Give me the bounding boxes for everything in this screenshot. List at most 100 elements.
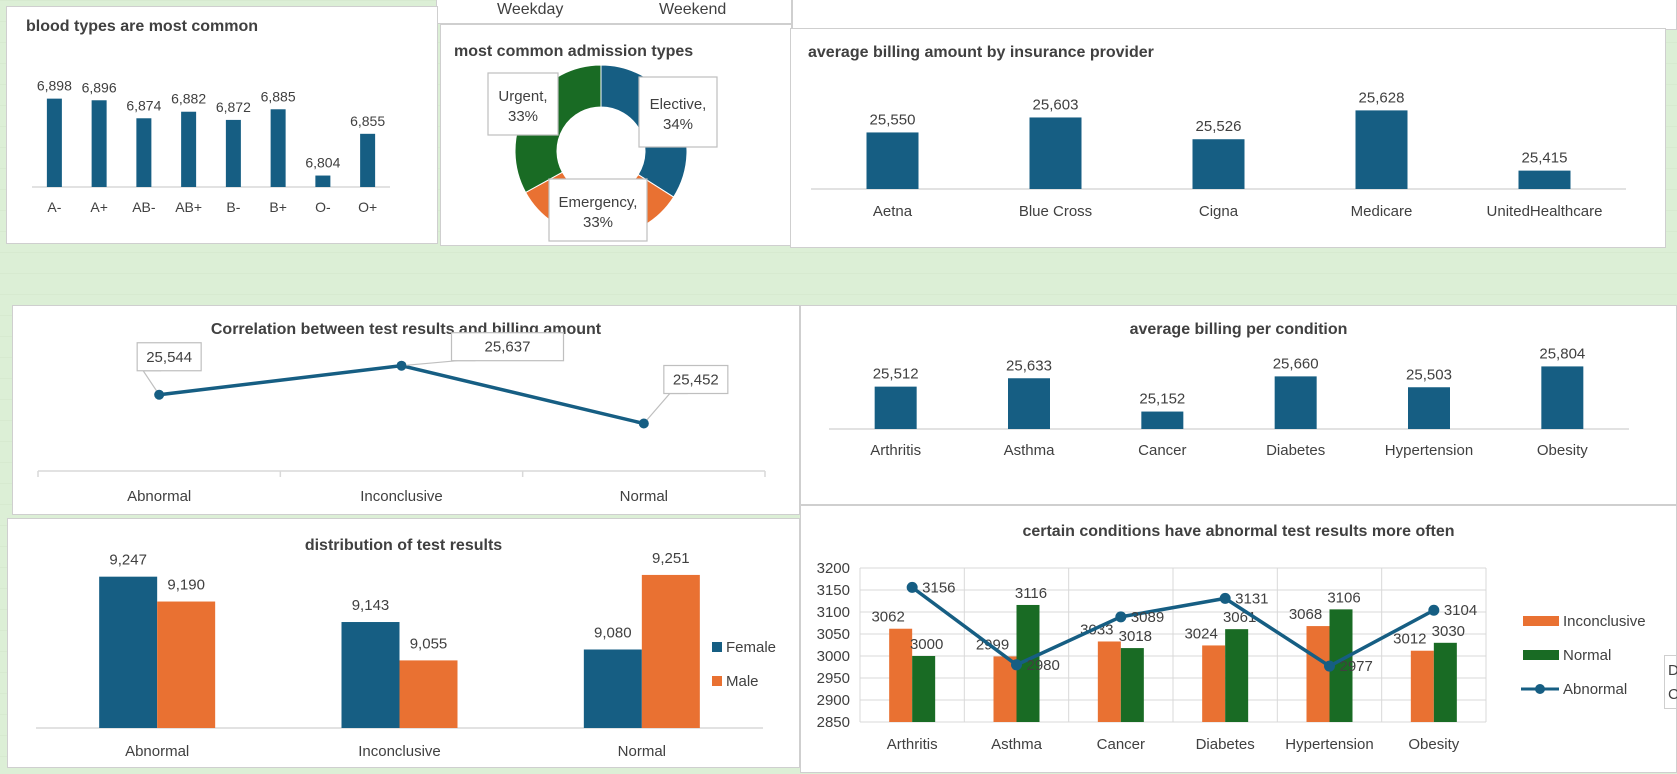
blood-data-label-a: 6,896	[82, 79, 117, 95]
abnormal-y-tick-3050: 3050	[817, 626, 850, 643]
abnormal-bar-inconclusive-diabetes	[1202, 645, 1226, 722]
abnormal-series-line	[911, 585, 1435, 669]
blood-bar-b	[270, 109, 286, 187]
correlation-point-inconclusive	[396, 360, 407, 371]
insurance-data-label-cigna: 25,526	[1196, 118, 1242, 135]
abnormal-legend-label-abnormal: Abnormal	[1563, 681, 1627, 698]
abnormal-point-obesity	[1428, 604, 1440, 616]
admission-callout-elective	[638, 76, 718, 148]
condition-chart: 25,512 Arthritis 25,633 Asthma 25,152 Cancer 2…	[829, 345, 1629, 459]
abnormal-legend-label-inconclusive: Inconclusive	[1563, 613, 1646, 630]
abnormal-data-label-inconclusive-arthritis: 3062	[871, 609, 904, 626]
distribution-bar-male-normal	[641, 574, 700, 728]
insurance-bar-cigna	[1192, 139, 1245, 189]
blood-type-chart: 6,898 A- 6,896 A+ 6,874 AB- 6,882 AB+ 6,872 B- 6,8…	[32, 78, 390, 215]
condition-tick-hypertension: Hypertension	[1385, 442, 1473, 459]
blood-bar-o	[315, 175, 331, 187]
distribution-panel[interactable]: distribution of test results 9,247 9,190 A…	[7, 518, 800, 768]
condition-tick-asthma: Asthma	[1004, 442, 1056, 459]
admission-type-title: most common admission types	[454, 43, 694, 60]
blood-tick-ab: AB-	[132, 199, 156, 215]
abnormal-bar-inconclusive-arthritis	[889, 628, 913, 722]
insurance-chart: 25,550 Aetna 25,603 Blue Cross 25,526 Cigna 25…	[811, 89, 1626, 220]
condition-data-label-hypertension: 25,503	[1406, 366, 1452, 383]
distribution-bar-female-normal	[583, 649, 642, 728]
correlation-point-abnormal	[154, 389, 165, 400]
insurance-panel[interactable]: average billing amount by insurance prov…	[790, 28, 1666, 248]
correlation-data-label-inconclusive: 25,637	[485, 339, 531, 356]
abnormal-point-diabetes	[1219, 592, 1231, 604]
distribution-bar-male-abnormal	[157, 601, 216, 728]
distribution-tick-inconclusive: Inconclusive	[358, 743, 441, 760]
abnormal-bar-inconclusive-obesity	[1410, 650, 1434, 722]
insurance-data-label-aetna: 25,550	[870, 111, 916, 128]
blood-tick-a: A+	[90, 199, 108, 215]
slicer-weekend-button[interactable]: Weekend	[659, 1, 727, 18]
edge-label-c: C	[1668, 686, 1677, 703]
edge-cell: D C	[1664, 655, 1677, 709]
abnormal-panel[interactable]: certain conditions have abnormal test re…	[800, 505, 1677, 773]
blood-type-panel[interactable]: blood types are most common 6,898 A- 6,896…	[6, 6, 438, 244]
blood-bar-ab	[181, 111, 197, 187]
correlation-callout-pointer-normal	[643, 392, 688, 424]
condition-bar-obesity	[1541, 366, 1584, 429]
abnormal-point-hypertension	[1324, 660, 1335, 672]
abnormal-bar-normal-diabetes	[1225, 629, 1249, 722]
abnormal-legend-label-normal: Normal	[1563, 647, 1611, 664]
top-right-strip	[792, 0, 1677, 30]
abnormal-title: certain conditions have abnormal test re…	[1022, 523, 1455, 540]
abnormal-bar-normal-obesity	[1433, 642, 1457, 722]
edge-label-d: D	[1668, 662, 1677, 679]
condition-data-label-asthma: 25,633	[1006, 357, 1052, 374]
abnormal-tick-obesity: Obesity	[1408, 736, 1459, 753]
condition-tick-cancer: Cancer	[1138, 442, 1186, 459]
correlation-tick-normal: Normal	[620, 488, 668, 505]
abnormal-y-tick-3100: 3100	[817, 604, 850, 621]
condition-title: average billing per condition	[1129, 321, 1348, 338]
correlation-data-label-normal: 25,452	[673, 372, 719, 389]
slicer-weekday-button[interactable]: Weekday	[497, 1, 564, 18]
distribution-data-label-female-abnormal: 9,247	[109, 552, 147, 569]
abnormal-bar-inconclusive-cancer	[1097, 641, 1121, 722]
abnormal-bar-normal-hypertension	[1329, 609, 1353, 722]
condition-panel[interactable]: average billing per condition 25,512 Arth…	[800, 305, 1677, 505]
distribution-chart: 9,247 9,190 Abnormal 9,143 9,055 Inconclusive…	[36, 550, 776, 760]
blood-bar-a	[91, 100, 107, 187]
distribution-tick-abnormal: Abnormal	[125, 743, 189, 760]
blood-data-label-b: 6,885	[261, 88, 296, 104]
admission-callout-emergency	[548, 178, 648, 242]
condition-data-label-obesity: 25,804	[1539, 345, 1585, 362]
abnormal-data-label-normal-hypertension: 3106	[1327, 589, 1360, 606]
distribution-legend-label-male: Male	[726, 673, 759, 690]
abnormal-data-label-normal-obesity: 3030	[1432, 623, 1465, 640]
correlation-point-normal	[638, 418, 649, 429]
correlation-callout-pointer-inconclusive	[401, 360, 476, 367]
correlation-panel[interactable]: Correlation between test results and bil…	[12, 305, 800, 515]
distribution-bar-female-abnormal	[99, 576, 158, 728]
insurance-tick-unitedhealthcare: UnitedHealthcare	[1487, 203, 1603, 220]
admission-data-label-elective: Elective, 34%	[650, 96, 707, 133]
insurance-bar-unitedhealthcare	[1518, 170, 1571, 189]
blood-data-label-o: 6,804	[305, 155, 340, 171]
admission-type-panel[interactable]: most common admission types Elective, 34%…	[440, 24, 792, 246]
distribution-bar-male-inconclusive	[399, 660, 458, 728]
condition-tick-obesity: Obesity	[1537, 442, 1588, 459]
admission-data-label-emergency: Emergency, 33%	[559, 194, 638, 231]
blood-data-label-ab: 6,882	[171, 91, 206, 107]
blood-bar-b	[225, 119, 241, 187]
admission-data-label-urgent: Urgent, 33%	[498, 88, 547, 125]
abnormal-y-tick-2900: 2900	[817, 692, 850, 709]
abnormal-data-label-inconclusive-hypertension: 3068	[1289, 606, 1322, 623]
abnormal-y-tick-3200: 3200	[817, 560, 850, 577]
day-type-slicer: Weekday Weekend	[436, 0, 792, 24]
abnormal-data-label-normal-asthma: 3116	[1015, 585, 1047, 602]
abnormal-data-label-normal-cancer: 3018	[1119, 628, 1152, 645]
distribution-legend-swatch-male	[712, 676, 722, 686]
distribution-legend-label-female: Female	[726, 639, 776, 656]
insurance-tick-blue-cross: Blue Cross	[1019, 203, 1092, 220]
abnormal-line-label-obesity: 3104	[1444, 602, 1477, 619]
insurance-bar-aetna	[866, 132, 919, 189]
distribution-tick-normal: Normal	[618, 743, 666, 760]
abnormal-point-cancer	[1115, 611, 1127, 623]
insurance-tick-medicare: Medicare	[1351, 203, 1413, 220]
